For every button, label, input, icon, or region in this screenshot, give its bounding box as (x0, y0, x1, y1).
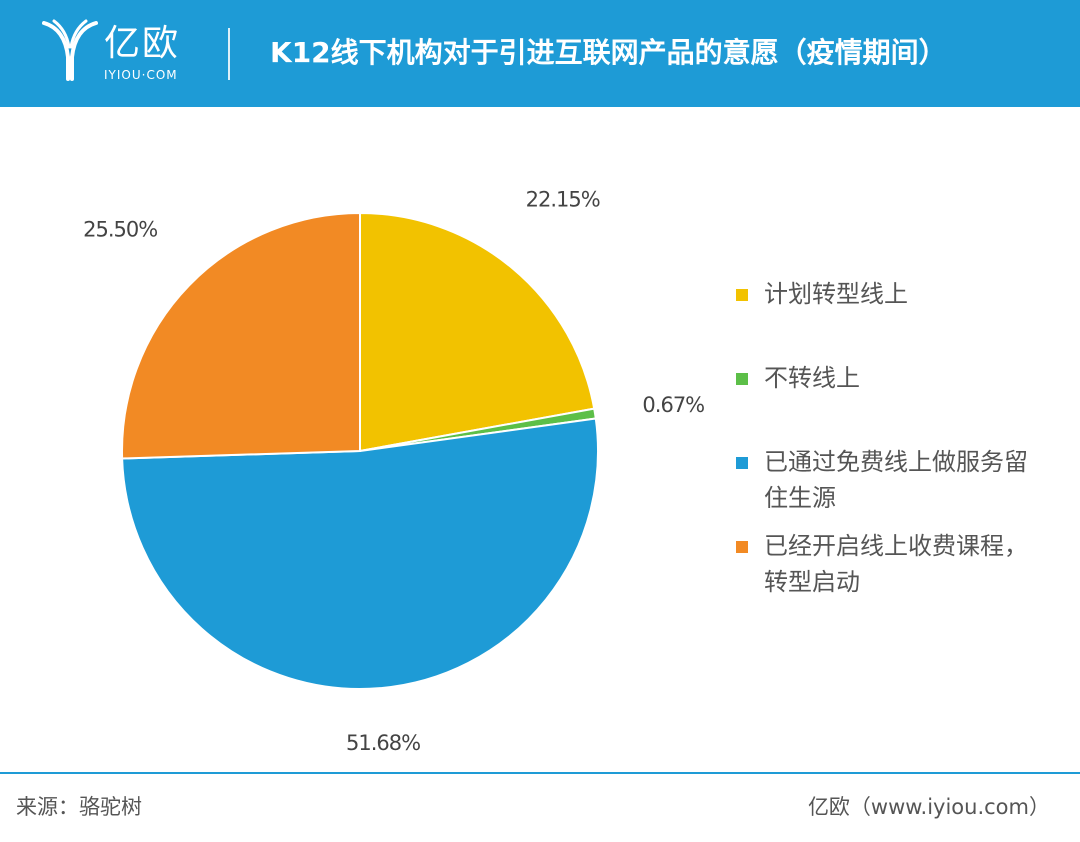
pie-slices (121, 211, 599, 690)
legend-label: 已通过免费线上做服务留 (764, 448, 1028, 476)
pie-data-label: 22.15% (526, 188, 600, 212)
credit-note: 亿欧（www.iyiou.com） (807, 795, 1050, 819)
yiou-logo-icon (42, 19, 98, 81)
header-divider (228, 28, 230, 80)
footer-divider (0, 772, 1080, 774)
legend-label: 不转线上 (764, 364, 860, 392)
pie-data-label: 25.50% (83, 217, 157, 241)
pie-labels: 22.15% 0.67% 51.68% 25.50% (83, 188, 705, 755)
legend-swatch (736, 373, 748, 385)
legend-item: 计划转型线上 (736, 276, 1076, 312)
legend-label: 计划转型线上 (764, 280, 908, 308)
page-title: K12线下机构对于引进互联网产品的意愿（疫情期间） (270, 36, 947, 69)
pie-slice (121, 211, 361, 460)
pie-slice (121, 417, 599, 690)
brand-sub: IYIOU·COM (104, 68, 178, 82)
pie-data-label: 0.67% (642, 393, 704, 417)
legend-item: 已经开启线上收费课程， 转型启动 (736, 528, 1076, 600)
legend-label: 转型启动 (764, 568, 860, 596)
brand-name: 亿欧 (104, 23, 181, 64)
legend-swatch (736, 289, 748, 301)
pie-chart: 22.15% 0.67% 51.68% 25.50% (83, 188, 705, 755)
source-note: 来源：骆驼树 (16, 795, 142, 819)
legend-swatch (736, 457, 748, 469)
legend-item: 已通过免费线上做服务留 住生源 (736, 444, 1076, 516)
pie-slice (359, 211, 596, 453)
legend-item: 不转线上 (736, 360, 1076, 396)
legend-label: 住生源 (764, 484, 836, 512)
header-banner: 亿欧 IYIOU·COM K12线下机构对于引进互联网产品的意愿（疫情期间） (0, 0, 1080, 107)
legend-label: 已经开启线上收费课程， (764, 532, 1028, 560)
legend-swatch (736, 541, 748, 553)
pie-data-label: 51.68% (346, 731, 420, 755)
chart-legend: 计划转型线上 不转线上已通过免费线上做服务留 住生源已经开启线上收费课程， 转型启动 (736, 276, 1076, 600)
